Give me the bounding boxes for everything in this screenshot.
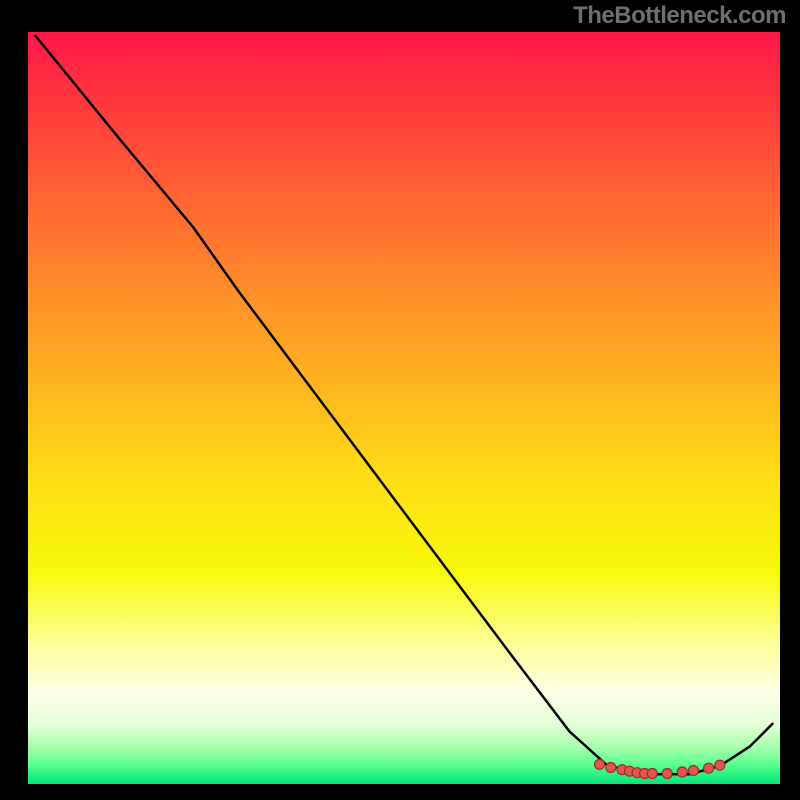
- data-marker: [715, 760, 725, 770]
- plot-frame: [26, 30, 778, 782]
- plot-svg: [28, 32, 780, 784]
- data-marker: [606, 763, 616, 773]
- plot-background: [28, 32, 780, 784]
- chart-container: TheBottleneck.com: [0, 0, 800, 800]
- watermark-text: TheBottleneck.com: [573, 2, 786, 30]
- data-marker: [595, 759, 605, 769]
- data-marker: [677, 767, 687, 777]
- data-marker: [704, 763, 714, 773]
- data-marker: [647, 769, 657, 779]
- data-marker: [689, 766, 699, 776]
- data-marker: [662, 769, 672, 779]
